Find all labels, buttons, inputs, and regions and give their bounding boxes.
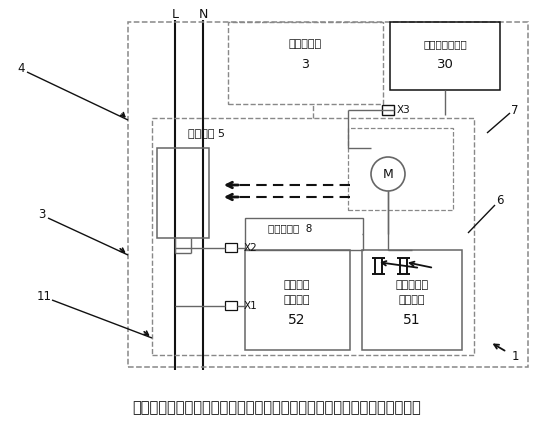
Text: 预付费电表: 预付费电表 bbox=[289, 39, 321, 49]
Text: M: M bbox=[382, 167, 393, 181]
Text: 控制电路 5: 控制电路 5 bbox=[189, 128, 225, 138]
Text: X2: X2 bbox=[244, 243, 258, 253]
Text: 3: 3 bbox=[38, 208, 46, 222]
Text: 驱动电路: 驱动电路 bbox=[284, 295, 310, 305]
Text: 52: 52 bbox=[288, 313, 306, 327]
Bar bbox=[128, 22, 528, 367]
Text: 7: 7 bbox=[511, 104, 519, 116]
Text: 驱动电路: 驱动电路 bbox=[398, 295, 425, 305]
Text: 11: 11 bbox=[37, 291, 52, 303]
Text: 51: 51 bbox=[403, 313, 421, 327]
Text: 分离脱扣器  8: 分离脱扣器 8 bbox=[268, 223, 312, 233]
Text: X3: X3 bbox=[397, 105, 411, 115]
Bar bbox=[245, 218, 363, 250]
Text: 图为该发明的具有自动重合闸的预付费电表专用断路器的整体结构示意框图: 图为该发明的具有自动重合闸的预付费电表专用断路器的整体结构示意框图 bbox=[133, 400, 421, 415]
Text: 欠费断电: 欠费断电 bbox=[284, 280, 310, 290]
Bar bbox=[152, 118, 474, 355]
Bar bbox=[225, 301, 237, 310]
Text: 4: 4 bbox=[17, 63, 25, 75]
Bar bbox=[362, 250, 462, 350]
Text: 30: 30 bbox=[437, 58, 453, 70]
Text: 3: 3 bbox=[301, 58, 309, 70]
Bar bbox=[245, 250, 350, 350]
Bar bbox=[348, 128, 453, 210]
Text: 控制电压输出端: 控制电压输出端 bbox=[423, 39, 467, 49]
Text: X1: X1 bbox=[244, 301, 258, 311]
Text: L: L bbox=[171, 8, 179, 20]
Bar bbox=[225, 243, 237, 252]
Text: 自动重合闸: 自动重合闸 bbox=[395, 280, 428, 290]
Bar bbox=[382, 105, 394, 115]
Bar bbox=[390, 22, 500, 90]
Bar bbox=[157, 148, 209, 238]
Text: 6: 6 bbox=[496, 195, 504, 207]
Text: 1: 1 bbox=[511, 351, 519, 363]
Text: N: N bbox=[198, 8, 208, 20]
Bar bbox=[228, 22, 383, 104]
